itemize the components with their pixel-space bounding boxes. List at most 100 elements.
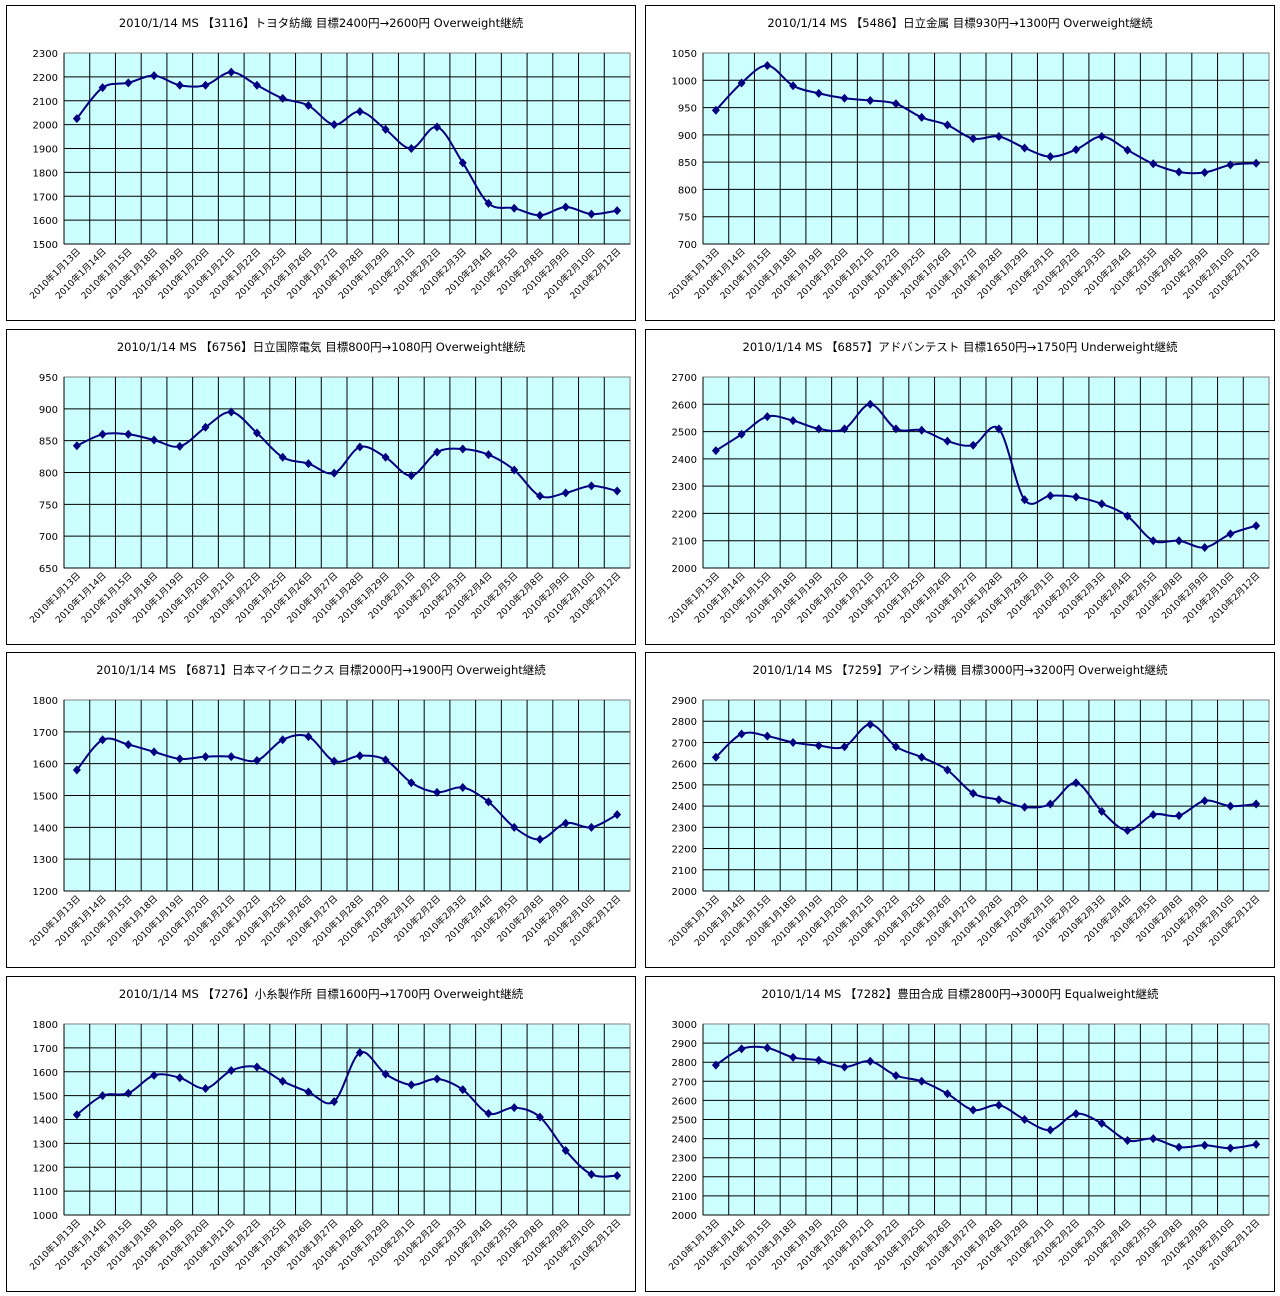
y-tick-label: 1050 xyxy=(672,49,697,60)
data-point xyxy=(433,447,442,457)
data-point xyxy=(381,452,390,462)
data-point xyxy=(252,80,261,90)
chart-title: 2010/1/14 MS 【7276】小糸製作所 目標1600円→1700円 O… xyxy=(118,987,524,1001)
data-point xyxy=(1123,145,1132,155)
data-point xyxy=(587,481,596,491)
data-point xyxy=(1097,806,1106,816)
data-point xyxy=(1149,536,1158,546)
series-line xyxy=(715,403,1257,549)
y-tick-label: 1000 xyxy=(672,76,697,87)
chart-panel: 2010/1/14 MS 【6871】日本マイクロニクス 目標2000円→190… xyxy=(6,652,636,968)
y-tick-label: 1000 xyxy=(33,1211,58,1222)
chart-svg: 12001300140015001600170018002010年1月13日20… xyxy=(27,696,631,949)
y-tick-label: 2500 xyxy=(672,781,697,792)
y-tick-label: 2000 xyxy=(672,1211,697,1222)
y-tick-label: 2100 xyxy=(672,1192,697,1203)
data-point xyxy=(587,822,596,832)
data-point xyxy=(1252,158,1261,168)
data-point xyxy=(1097,499,1106,509)
data-point xyxy=(355,442,364,452)
chart-svg: 1500160017001800190020002100220023002010… xyxy=(27,49,631,302)
data-point xyxy=(561,202,570,212)
y-tick-label: 2400 xyxy=(672,802,697,813)
data-point xyxy=(891,99,900,109)
data-point xyxy=(1123,826,1132,836)
data-point xyxy=(330,756,339,766)
data-point xyxy=(227,752,236,762)
data-point xyxy=(407,1080,416,1090)
data-point xyxy=(304,1087,313,1097)
data-point xyxy=(510,1103,519,1113)
data-point xyxy=(510,203,519,213)
data-point xyxy=(535,834,544,844)
data-point xyxy=(72,441,81,451)
data-point xyxy=(1226,1143,1235,1153)
data-point xyxy=(561,818,570,828)
y-tick-label: 1700 xyxy=(33,192,58,203)
data-point xyxy=(943,120,952,130)
data-point xyxy=(304,459,313,469)
data-point xyxy=(891,424,900,434)
data-point xyxy=(124,740,133,750)
chart-panel: 2010/1/14 MS 【7282】豊田合成 目標2800円→3000円 Eq… xyxy=(645,976,1275,1292)
data-point xyxy=(711,105,720,115)
data-point xyxy=(613,810,622,820)
y-tick-label: 2200 xyxy=(33,73,58,84)
data-point xyxy=(278,1076,287,1086)
y-tick-label: 1500 xyxy=(33,1092,58,1103)
y-tick-label: 2600 xyxy=(672,760,697,771)
data-point xyxy=(943,765,952,775)
data-point xyxy=(763,61,772,71)
y-tick-label: 950 xyxy=(678,104,697,115)
chart-svg: 2000 2100 2200 2300 2400 2500 2600 2700 2800 2900… xyxy=(666,1020,1270,1273)
series-line xyxy=(76,411,618,499)
data-point xyxy=(98,1091,107,1101)
data-point xyxy=(1046,1125,1055,1135)
y-tick-label: 800 xyxy=(678,185,697,196)
data-point xyxy=(355,751,364,761)
data-point xyxy=(763,412,772,422)
chart-title: 2010/1/14 MS 【6871】日本マイクロニクス 目標2000円→190… xyxy=(96,663,546,677)
y-tick-label: 1600 xyxy=(33,760,58,771)
y-tick-label: 2700 xyxy=(672,1077,697,1088)
chart-title: 2010/1/14 MS 【7282】豊田合成 目標2800円→3000円 Eq… xyxy=(761,987,1159,1001)
data-point xyxy=(407,471,416,481)
chart-title: 2010/1/14 MS 【6756】日立国際電気 目標800円→1080円 O… xyxy=(116,340,526,354)
series-line xyxy=(76,71,618,217)
data-point xyxy=(330,1097,339,1107)
y-tick-label: 2500 xyxy=(672,1116,697,1127)
data-point xyxy=(969,134,978,144)
data-point xyxy=(1174,167,1183,177)
y-tick-label: 1800 xyxy=(33,696,58,707)
y-tick-label: 1500 xyxy=(33,240,58,251)
series-line xyxy=(76,1051,618,1178)
y-tick-label: 850 xyxy=(39,437,58,448)
data-point xyxy=(1072,145,1081,155)
y-tick-label: 850 xyxy=(678,158,697,169)
data-point xyxy=(1252,799,1261,809)
data-point xyxy=(737,78,746,88)
data-point xyxy=(737,1044,746,1054)
data-point xyxy=(943,1089,952,1099)
data-point xyxy=(737,429,746,439)
data-point xyxy=(1046,491,1055,501)
y-tick-label: 1400 xyxy=(33,823,58,834)
data-point xyxy=(1046,799,1055,809)
data-point xyxy=(150,747,159,757)
data-point xyxy=(1226,160,1235,170)
data-point xyxy=(1123,511,1132,521)
y-tick-label: 2000 xyxy=(672,887,697,898)
series-line xyxy=(715,1045,1257,1150)
chart-svg: 200021002200230024002500260027002010年1月1… xyxy=(666,373,1270,626)
data-point xyxy=(789,737,798,747)
data-point xyxy=(866,95,875,105)
data-point xyxy=(458,783,467,793)
data-point xyxy=(278,452,287,462)
data-point xyxy=(150,1070,159,1080)
chart-svg: 2000 2100 2200 2300 2400 2500 2600 2700 2800 2900… xyxy=(666,696,1270,949)
chart-panel: 2010/1/14 MS 【3116】トヨタ紡織 目標2400円→2600円 O… xyxy=(6,5,636,321)
data-point xyxy=(613,486,622,496)
data-point xyxy=(433,787,442,797)
data-point xyxy=(381,124,390,134)
data-point xyxy=(175,1073,184,1083)
